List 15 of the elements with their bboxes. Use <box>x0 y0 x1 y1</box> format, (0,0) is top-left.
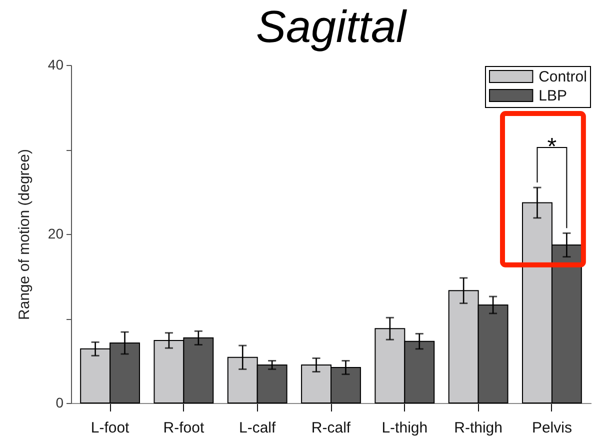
x-tick-label: Pelvis <box>532 420 572 436</box>
x-tick-label: R-calf <box>311 420 352 436</box>
legend-label: Control <box>538 68 587 86</box>
x-tick-label: R-foot <box>163 420 205 436</box>
chart-title: Sagittal <box>256 1 408 52</box>
annotation: * <box>547 134 557 161</box>
x-tick-label: L-foot <box>90 420 130 436</box>
x-tick-label: L-calf <box>239 420 277 436</box>
y-tick-label: 20 <box>48 226 64 242</box>
y-tick-label: 0 <box>56 394 64 410</box>
x-tick-label: L-thigh <box>382 420 428 436</box>
y-tick-label: 40 <box>48 56 64 72</box>
x-tick-label: R-thigh <box>454 420 502 436</box>
legend-label: LBP <box>538 88 567 104</box>
y-axis-title: Range of motion (degree) <box>16 149 33 320</box>
